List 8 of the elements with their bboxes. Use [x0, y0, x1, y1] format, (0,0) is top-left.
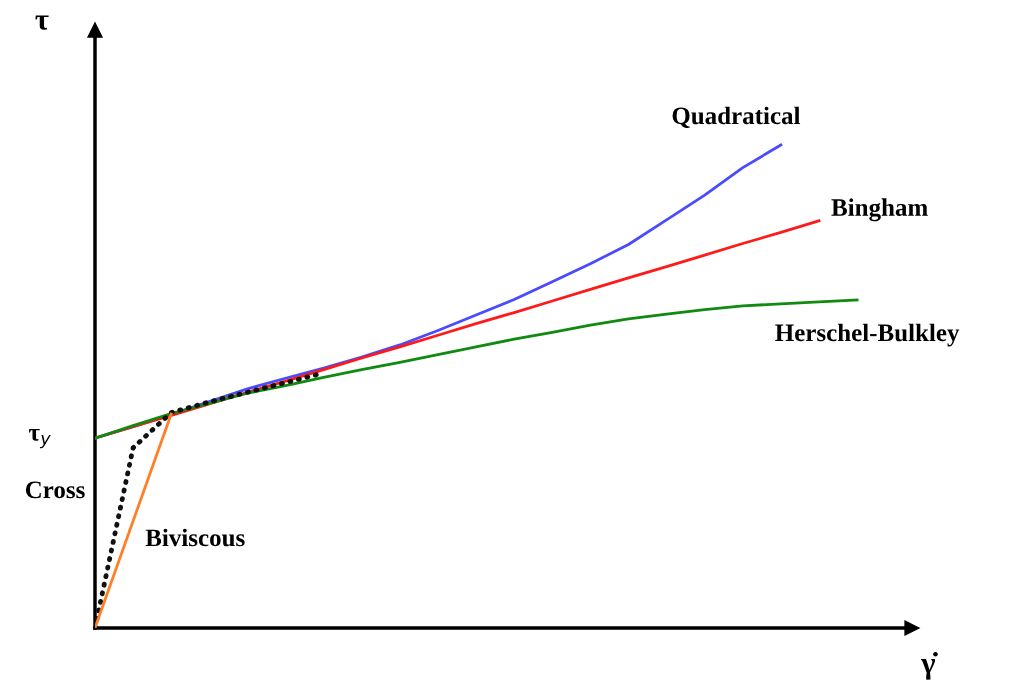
series-label: Cross	[25, 481, 85, 499]
y-axis-title: τ	[35, 15, 49, 30]
series-label: Biviscous	[145, 528, 245, 547]
text: τ$_{y}$	[28, 429, 51, 449]
series-label: Bingham	[831, 198, 928, 222]
x-axis-title: γ̇	[921, 651, 938, 680]
series-label: Quadratical	[672, 106, 801, 129]
series-label: Herschel-Bulkley	[775, 323, 960, 347]
